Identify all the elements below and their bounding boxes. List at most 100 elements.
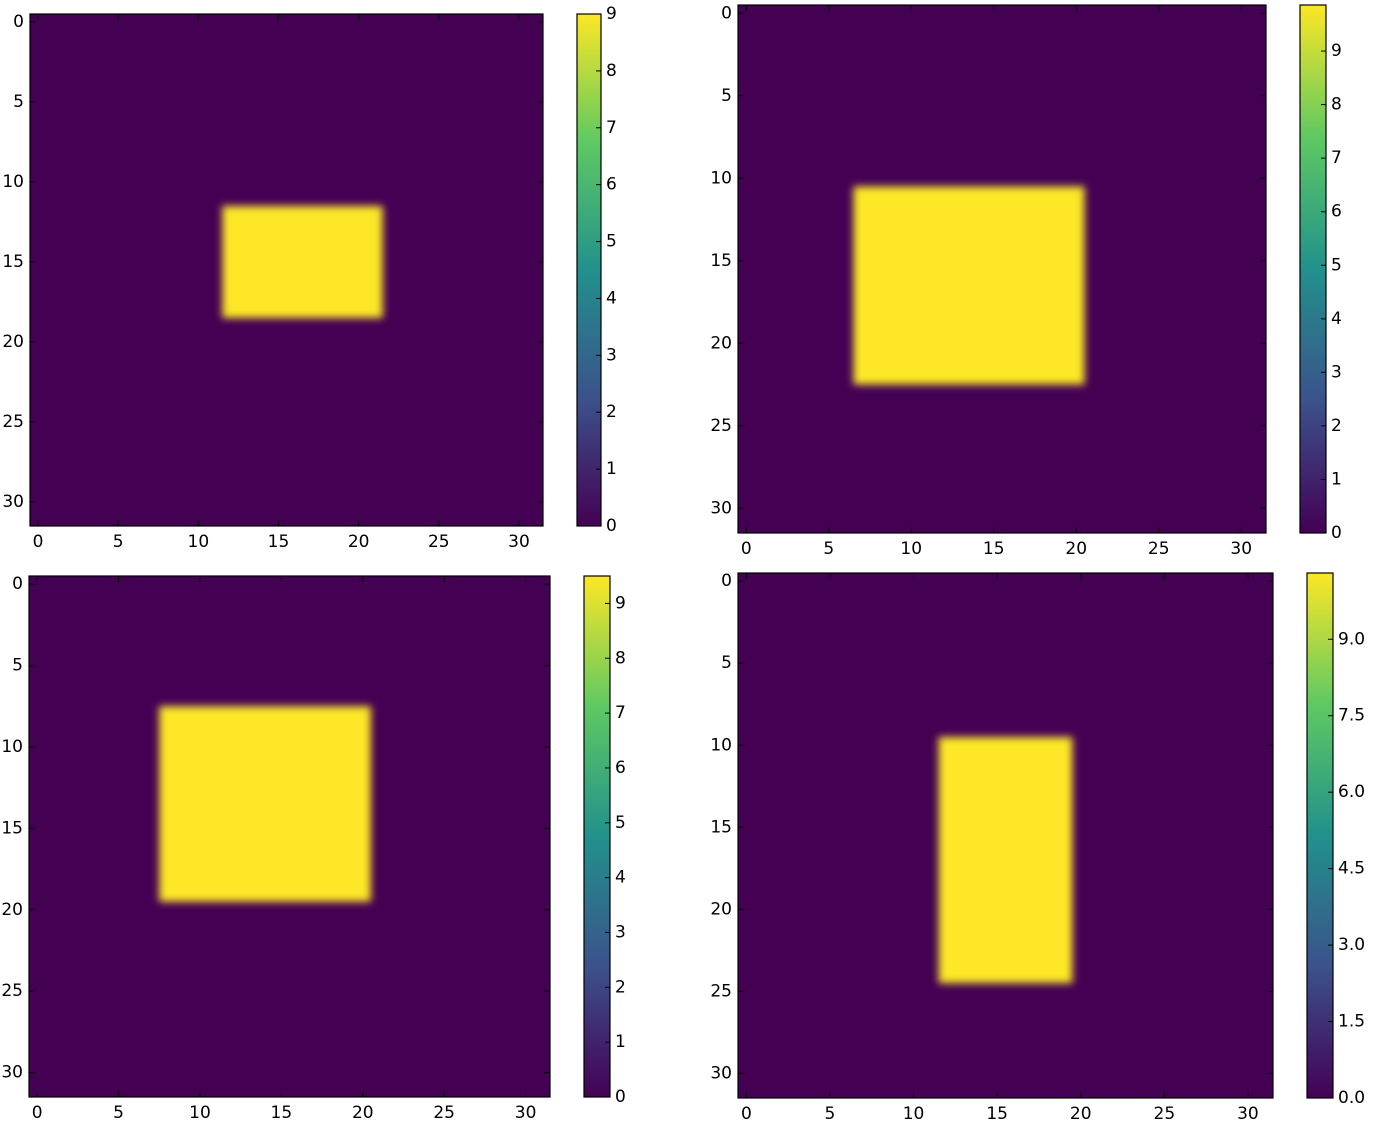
x-tick-label: 10: [189, 1103, 211, 1123]
x-tick-label: 20: [1070, 1104, 1092, 1124]
y-tick-label: 30: [1, 1063, 23, 1083]
x-tick-label: 0: [33, 532, 44, 552]
heatmap-cells: [222, 206, 383, 318]
y-tick-label: 5: [721, 86, 732, 106]
colorbar-tick-label: 5: [606, 232, 617, 252]
y-tick-label: 30: [710, 498, 732, 518]
heatmap-block: [853, 186, 1085, 385]
x-tick-label: 5: [113, 532, 124, 552]
x-tick-label: 20: [1065, 539, 1087, 559]
colorbar-tick-label: 9: [615, 593, 626, 613]
x-tick-label: 25: [1148, 539, 1170, 559]
y-tick-label: 0: [721, 571, 732, 591]
colorbar-tick-label: 7: [606, 118, 617, 138]
y-tick-label: 0: [13, 12, 24, 32]
y-tick-label: 0: [721, 3, 732, 23]
x-tick-label: 5: [823, 539, 834, 559]
colorbar: [1306, 572, 1334, 1099]
x-tick-label: 25: [433, 1103, 455, 1123]
colorbar-tick-label: 3.0: [1338, 935, 1365, 955]
y-tick-label: 15: [1, 818, 23, 838]
colorbar-tick-label: 5: [1331, 255, 1342, 275]
x-tick-label: 30: [1230, 539, 1252, 559]
colorbar-tick-label: 7: [1331, 148, 1342, 168]
y-tick-label: 15: [710, 251, 732, 271]
panel: 0 5 10 15 20 25 30 0 5 10 15 20 25 30 0 1 2 3 4 5 6 7 8 9: [710, 3, 1341, 559]
panel: 0 5 10 15 20 25 30 0 5 10 15 20 25 30 0 1 2 3 4 5 6 7 8 9: [1, 574, 625, 1123]
x-tick-label: 15: [983, 539, 1005, 559]
heatmap-block: [222, 206, 383, 318]
x-tick-label: 30: [1237, 1104, 1259, 1124]
colorbar-tick-label: 9.0: [1338, 629, 1365, 649]
x-tick-label: 30: [508, 532, 530, 552]
x-tick-label: 20: [352, 1103, 374, 1123]
x-tick-label: 10: [900, 539, 922, 559]
y-tick-label: 0: [12, 574, 23, 594]
colorbar-tick-label: 8: [1331, 95, 1342, 115]
y-tick-label: 5: [12, 656, 23, 676]
heatmap-cells: [159, 706, 371, 902]
colorbar-tick-label: 0: [1331, 523, 1342, 543]
colorbar-tick-label: 7.5: [1338, 706, 1365, 726]
axes-frame: [29, 13, 544, 527]
colorbar-tick-label: 7: [615, 703, 626, 723]
axes-frame: [737, 572, 1274, 1099]
x-tick-label: 15: [271, 1103, 293, 1123]
axes-frame: [28, 575, 551, 1098]
colorbar-tick-label: 5: [615, 813, 626, 833]
colorbar-tick-label: 9: [606, 4, 617, 24]
heatmap-cells: [853, 186, 1085, 385]
colorbar: [576, 13, 602, 527]
colorbar-tick-label: 6: [606, 175, 617, 195]
x-tick-label: 0: [32, 1103, 43, 1123]
colorbar-tick-label: 4.5: [1338, 859, 1365, 879]
y-tick-label: 20: [2, 332, 24, 352]
colorbar-tick-label: 4: [606, 288, 617, 308]
x-tick-label: 25: [428, 532, 450, 552]
colorbar-tick-label: 0: [615, 1087, 626, 1107]
y-tick-label: 10: [710, 735, 732, 755]
colorbar-tick-label: 2: [606, 402, 617, 422]
y-tick-label: 25: [1, 981, 23, 1001]
colorbar: [1299, 4, 1327, 534]
x-tick-label: 15: [268, 532, 290, 552]
colorbar-tick-label: 0: [606, 516, 617, 536]
y-tick-label: 25: [710, 981, 732, 1001]
colorbar-tick-label: 6.0: [1338, 782, 1365, 802]
panel: 0 5 10 15 20 25 30 0 5 10 15 20 25 30 0 1 2 3 4 5 6 7 8 9: [2, 4, 616, 552]
y-tick-label: 20: [710, 333, 732, 353]
heatmap-cells: [938, 737, 1073, 984]
y-tick-label: 30: [710, 1063, 732, 1083]
colorbar-tick-label: 2: [615, 977, 626, 997]
y-tick-label: 5: [13, 92, 24, 112]
y-tick-label: 25: [2, 412, 24, 432]
colorbar-tick-label: 4: [615, 868, 626, 888]
x-tick-label: 10: [188, 532, 210, 552]
x-tick-label: 5: [113, 1103, 124, 1123]
colorbar: [583, 575, 611, 1098]
x-tick-label: 30: [515, 1103, 537, 1123]
heatmap-block: [159, 706, 371, 902]
colorbar-tick-label: 1: [1331, 469, 1342, 489]
panel: 0 5 10 15 20 25 30 0 5 10 15 20 25 30 0.0 1.5 3.0 4.5 6.0 7…: [710, 571, 1365, 1124]
y-tick-label: 20: [710, 899, 732, 919]
y-tick-label: 15: [2, 252, 24, 272]
y-tick-label: 10: [1, 737, 23, 757]
y-tick-label: 30: [2, 492, 24, 512]
y-tick-label: 10: [2, 172, 24, 192]
colorbar-tick-label: 1.5: [1338, 1012, 1365, 1032]
colorbar-tick-label: 6: [615, 758, 626, 778]
x-tick-label: 25: [1154, 1104, 1176, 1124]
colorbar-tick-label: 8: [606, 61, 617, 81]
colorbar-tick-label: 0.0: [1338, 1088, 1365, 1108]
colorbar-tick-label: 3: [1331, 362, 1342, 382]
colorbar-tick-label: 2: [1331, 416, 1342, 436]
axes-frame: [737, 4, 1267, 534]
heatmap-block: [938, 737, 1073, 984]
x-tick-label: 15: [986, 1104, 1008, 1124]
colorbar-tick-label: 3: [606, 345, 617, 365]
colorbar-tick-label: 4: [1331, 309, 1342, 329]
x-tick-label: 20: [348, 532, 370, 552]
x-tick-label: 10: [903, 1104, 925, 1124]
